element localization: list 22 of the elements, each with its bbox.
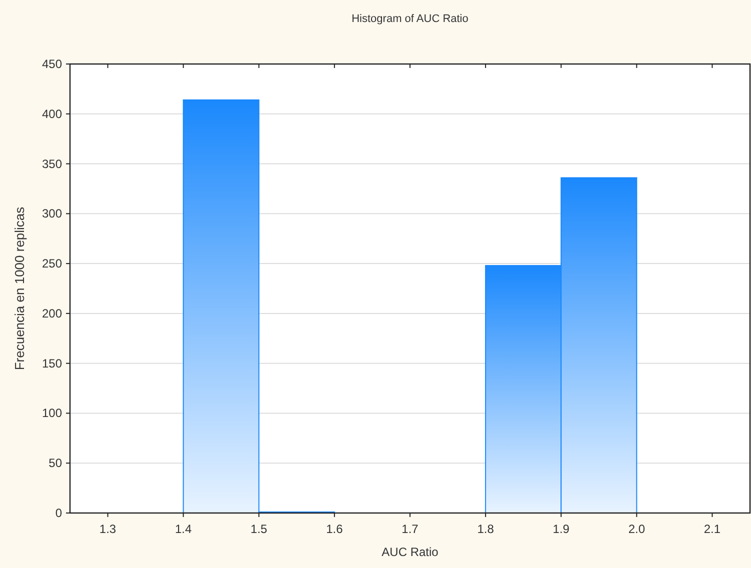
y-tick-label: 250 [42,256,62,271]
y-axis-title: Frecuencia en 1000 replicas [12,206,27,370]
x-tick-label: 2.1 [704,522,721,536]
y-tick-label: 450 [42,57,62,71]
y-tick-label: 200 [42,306,62,320]
x-tick-label: 2.0 [628,522,646,536]
x-tick-label: 1.8 [477,522,494,536]
y-tick-label: 150 [42,356,62,370]
y-tick-label: 300 [42,206,62,221]
x-tick-label: 1.5 [250,522,268,536]
y-tick-label: 350 [42,156,62,171]
x-tick-label: 1.7 [402,522,419,536]
x-tick-label: 1.4 [174,522,192,536]
x-tick-label: 1.3 [99,522,116,536]
y-tick-label: 0 [55,506,62,520]
y-tick-label: 400 [42,106,62,121]
y-tick-label: 100 [42,406,62,420]
x-tick-label: 1.9 [552,522,570,536]
chart-title: Histogram of AUC Ratio [352,13,468,25]
x-tick-label: 1.6 [326,522,344,536]
y-tick-label: 50 [48,456,62,470]
x-axis-title: AUC Ratio [382,545,439,559]
